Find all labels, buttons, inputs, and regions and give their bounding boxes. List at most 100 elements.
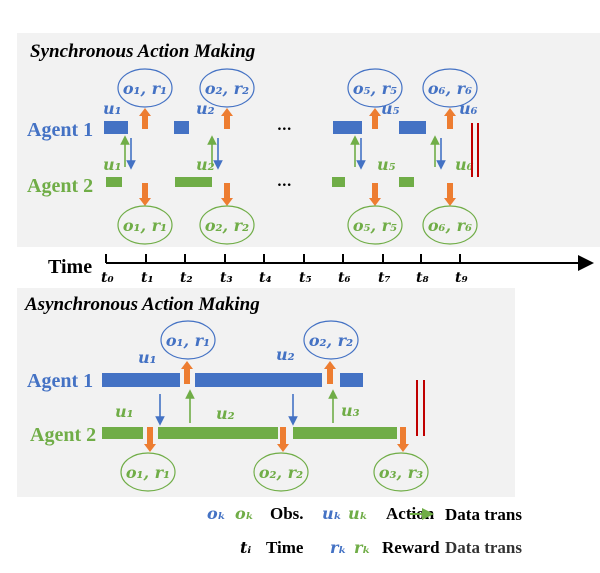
- async-agent2-label: Agent 2: [30, 424, 96, 446]
- sync-agent2-obs-label: o₁, r₁: [123, 216, 167, 235]
- legend-obs-label: Obs.: [270, 504, 304, 523]
- legend-time-label: Time: [266, 538, 304, 557]
- time-tick-label: t₃: [220, 270, 233, 286]
- async-agent1-action-bar: [340, 373, 363, 387]
- async-agent2-obs-arrow: [397, 427, 409, 452]
- async-agent2-obs-label: o₂, r₂: [259, 463, 303, 482]
- sync-agent2-action-label: u₂: [196, 155, 215, 174]
- sync-agent2-obs-label: o₅, r₅: [353, 216, 397, 235]
- sync-agent2-action-bar: [175, 177, 212, 187]
- sync-agent1-action-label: u₆: [459, 99, 478, 118]
- sync-agent1-action-label: u₂: [196, 99, 215, 118]
- sync-agent1-obs-ellipse: [422, 68, 478, 108]
- sync-agent2-obs-ellipse: [117, 205, 173, 245]
- legend-reward-label: Reward: [382, 538, 440, 557]
- async-agent2-obs-ellipse: [373, 452, 429, 492]
- async-agent1-action-bar: [195, 373, 322, 387]
- sync-agent2-obs-ellipse: [347, 205, 403, 245]
- async-agent2-obs-arrow: [277, 427, 289, 452]
- time-tick-label: t₄: [259, 270, 272, 286]
- sync-agent2-action-label: u₅: [377, 155, 396, 174]
- async-agent2-obs-label: o₃, r₃: [379, 463, 423, 482]
- async-agent2-obs-label: o₁, r₁: [126, 463, 170, 482]
- sync-agent2-obs-arrow: [444, 183, 456, 206]
- sync-agent2-action-bar: [106, 177, 122, 187]
- legend-obs-symbol-blue: oₖ: [207, 504, 226, 523]
- sync-agent1-label: Agent 1: [27, 119, 93, 141]
- sync-agent1-action-bar: [399, 121, 426, 134]
- async-agent1-obs-arrow: [181, 361, 193, 384]
- sync-agent1-obs-arrow: [139, 108, 151, 129]
- time-tick-label: t₈: [416, 270, 429, 286]
- legend-obs-symbol-green: oₖ: [235, 504, 254, 523]
- async-agent2-action-bar: [102, 427, 143, 439]
- async-agent1-obs-label: o₁, r₁: [166, 331, 210, 350]
- async-agent2-obs-ellipse: [120, 452, 176, 492]
- sync-agent1-obs-arrow: [369, 108, 381, 129]
- sync-agent1-obs-ellipse: [117, 68, 173, 108]
- async-agent1-obs-ellipse: [303, 320, 359, 360]
- async-agent2-action-label: u₁: [115, 402, 134, 421]
- sync-agent1-obs-label: o₁, r₁: [123, 79, 167, 98]
- sync-agent1-obs-label: o₂, r₂: [205, 79, 249, 98]
- legend-action-symbol-blue: uₖ: [322, 504, 342, 523]
- sync-agent1-action-bar: [104, 121, 128, 134]
- async-agent1-label: Agent 1: [27, 370, 93, 392]
- time-tick-label: t₆: [338, 270, 351, 286]
- legend-reward-symbol-green: rₖ: [354, 538, 371, 557]
- sync-agent2-obs-ellipse: [199, 205, 255, 245]
- time-tick-label: t₁: [141, 270, 154, 286]
- sync-agent2-obs-arrow: [221, 183, 233, 206]
- async-agent1-obs-arrow: [324, 361, 336, 384]
- sync-agent2-action-bar: [332, 177, 345, 187]
- sync-ellipsis-agent2: ...: [277, 174, 292, 190]
- sync-agent2-obs-arrow: [369, 183, 381, 206]
- sync-agent2-obs-label: o₆, r₆: [428, 216, 472, 235]
- async-agent2-obs-arrow: [144, 427, 156, 452]
- async-agent1-action-label: u₂: [276, 345, 295, 364]
- sync-agent1-action-label: u₁: [103, 99, 122, 118]
- sync-agent1-action-bar: [333, 121, 362, 134]
- sync-agent2-action-label: u₁: [103, 155, 122, 174]
- sync-ellipsis-agent1: ...: [277, 118, 292, 134]
- sync-agent1-action-bar: [174, 121, 189, 134]
- sync-agent1-obs-ellipse: [347, 68, 403, 108]
- async-agent2-action-label: u₃: [341, 401, 360, 420]
- async-panel: [17, 288, 515, 497]
- legend-action-symbol-green: uₖ: [348, 504, 368, 523]
- sync-agent2-action-label: u₆: [455, 155, 474, 174]
- async-agent1-action-bar: [102, 373, 180, 387]
- sync-agent1-obs-label: o₅, r₅: [353, 79, 397, 98]
- async-title: Asynchronous Action Making: [24, 294, 260, 315]
- sync-title: Synchronous Action Making: [30, 41, 255, 62]
- async-agent2-obs-ellipse: [253, 452, 309, 492]
- async-agent1-action-label: u₁: [138, 348, 157, 367]
- sync-agent1-obs-ellipse: [199, 68, 255, 108]
- sync-agent1-obs-arrow: [444, 108, 456, 129]
- sync-panel: [17, 33, 600, 247]
- sync-agent2-obs-arrow: [139, 183, 151, 206]
- async-agent1-obs-label: o₂, r₂: [309, 331, 353, 350]
- async-agent2-action-label: u₂: [216, 404, 235, 423]
- time-axis-label: Time: [48, 256, 92, 278]
- legend-data-transfer-blue: Data trans: [445, 538, 522, 557]
- sync-agent2-action-bar: [399, 177, 414, 187]
- time-tick-label: t₀: [101, 270, 114, 286]
- async-agent2-action-bar: [293, 427, 397, 439]
- time-tick-label: t₇: [378, 270, 391, 286]
- sync-agent1-obs-label: o₆, r₆: [428, 79, 472, 98]
- time-tick-label: t₅: [299, 270, 312, 286]
- time-tick-label: t₂: [180, 270, 193, 286]
- sync-agent2-obs-ellipse: [422, 205, 478, 245]
- legend-data-transfer-green: Data trans: [445, 505, 522, 524]
- sync-agent2-obs-label: o₂, r₂: [205, 216, 249, 235]
- sync-agent1-obs-arrow: [221, 108, 233, 129]
- async-agent2-action-bar: [158, 427, 278, 439]
- legend-reward-symbol-blue: rₖ: [330, 538, 347, 557]
- legend-time-symbol: tᵢ: [240, 538, 251, 557]
- sync-agent1-action-label: u₅: [381, 99, 400, 118]
- time-tick-label: t₉: [455, 270, 468, 286]
- sync-agent2-label: Agent 2: [27, 175, 93, 197]
- async-agent1-obs-ellipse: [160, 320, 216, 360]
